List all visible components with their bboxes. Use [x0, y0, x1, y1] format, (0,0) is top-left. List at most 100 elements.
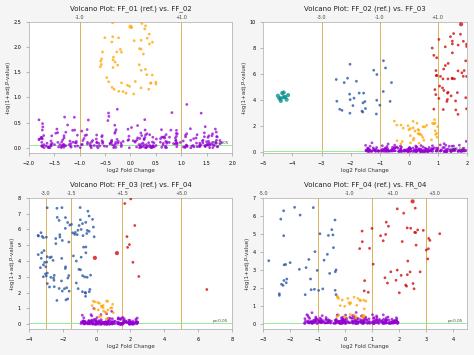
Point: [118, 80, 125, 86]
Point: [382, 148, 390, 153]
Point: [342, 320, 350, 326]
Point: [88, 318, 95, 323]
Point: [101, 309, 109, 315]
Point: [353, 78, 360, 84]
Point: [188, 143, 196, 149]
Point: [149, 143, 157, 148]
Point: [459, 73, 467, 79]
Point: [106, 141, 114, 147]
Point: [355, 316, 362, 321]
Point: [35, 233, 42, 239]
Point: [433, 145, 440, 151]
Point: [133, 137, 141, 143]
Point: [463, 44, 470, 49]
Point: [406, 145, 413, 151]
Point: [382, 320, 389, 325]
Point: [388, 321, 395, 326]
Point: [142, 132, 149, 138]
Point: [112, 144, 119, 150]
Point: [83, 141, 91, 147]
Point: [332, 292, 340, 297]
Point: [319, 318, 327, 323]
Point: [390, 320, 398, 326]
Point: [339, 321, 346, 326]
Point: [48, 133, 55, 139]
Point: [83, 127, 91, 132]
Point: [87, 272, 94, 278]
Point: [79, 273, 86, 279]
Point: [382, 148, 389, 154]
Point: [447, 93, 455, 99]
Point: [62, 264, 69, 270]
Point: [105, 317, 112, 322]
Point: [380, 147, 388, 153]
Point: [142, 23, 149, 29]
Point: [120, 317, 128, 323]
Point: [66, 138, 74, 144]
Point: [72, 230, 79, 235]
Point: [422, 147, 429, 152]
Point: [346, 61, 354, 67]
Point: [104, 299, 111, 304]
Point: [338, 108, 346, 113]
Point: [107, 316, 114, 321]
Point: [358, 321, 366, 326]
Point: [312, 316, 320, 321]
Point: [412, 149, 420, 154]
Point: [73, 140, 80, 146]
Point: [391, 320, 399, 326]
Point: [378, 148, 385, 154]
Point: [339, 315, 346, 320]
Point: [108, 320, 116, 325]
Point: [87, 319, 94, 324]
Point: [113, 49, 120, 55]
Point: [384, 146, 392, 152]
Point: [110, 143, 118, 149]
Point: [414, 227, 421, 233]
Point: [433, 148, 440, 153]
Point: [321, 320, 328, 326]
Point: [120, 318, 128, 324]
Point: [354, 296, 362, 301]
Point: [369, 321, 377, 326]
Point: [324, 320, 332, 325]
Point: [420, 137, 428, 143]
Point: [98, 56, 105, 62]
Point: [342, 318, 349, 324]
Point: [129, 321, 137, 327]
Point: [132, 138, 139, 144]
Point: [438, 147, 445, 153]
Point: [440, 149, 448, 154]
Point: [374, 148, 382, 154]
Point: [213, 144, 221, 150]
Point: [383, 147, 390, 152]
Point: [301, 321, 309, 326]
Point: [92, 321, 100, 327]
Point: [62, 215, 69, 220]
Point: [410, 135, 418, 141]
Point: [409, 281, 417, 286]
Point: [140, 137, 148, 142]
Point: [364, 321, 371, 326]
Point: [64, 122, 72, 128]
Point: [141, 117, 148, 122]
Point: [381, 320, 388, 325]
Point: [373, 319, 380, 324]
Point: [334, 312, 341, 318]
Point: [421, 124, 428, 130]
Point: [315, 318, 323, 324]
Point: [88, 139, 95, 145]
Point: [416, 147, 423, 152]
Point: [98, 61, 105, 67]
Point: [385, 223, 392, 229]
Point: [370, 319, 378, 324]
Point: [463, 138, 470, 144]
Point: [136, 62, 143, 67]
Point: [448, 38, 456, 44]
Point: [60, 135, 68, 141]
Point: [340, 80, 348, 86]
Point: [123, 234, 131, 240]
Point: [58, 143, 66, 148]
Point: [368, 140, 376, 146]
Point: [110, 320, 118, 326]
